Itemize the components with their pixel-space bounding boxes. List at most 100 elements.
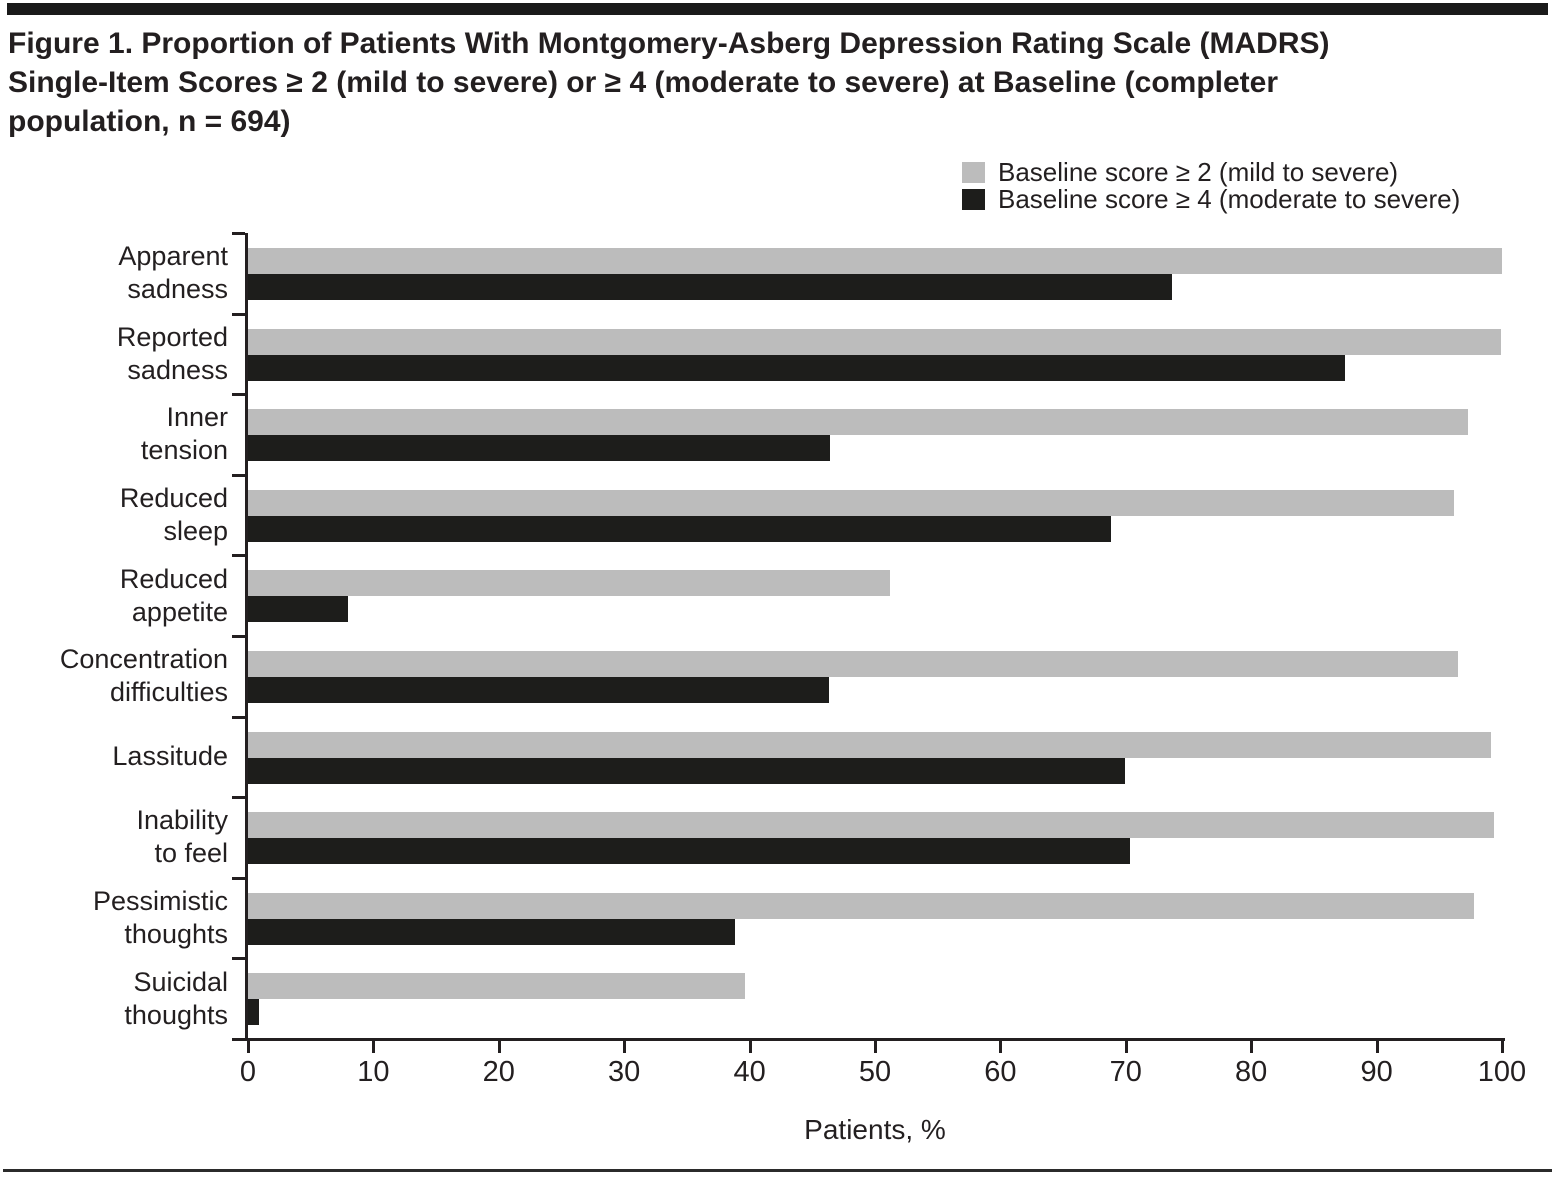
y-axis-tick [232, 232, 245, 235]
legend-item-score2: Baseline score ≥ 2 (mild to severe) [962, 157, 1460, 187]
x-axis-title: Patients, % [804, 1114, 946, 1145]
legend: Baseline score ≥ 2 (mild to severe) Base… [962, 157, 1461, 214]
y-axis-tick [232, 312, 245, 316]
y-axis-tick [232, 554, 245, 558]
category-label: Inner tension [0, 394, 228, 475]
y-axis-tick [232, 876, 245, 880]
y-axis-tick [232, 473, 245, 477]
category-label-line: appetite [131, 596, 228, 627]
bar-score2 [248, 409, 1469, 436]
category-label-line: to feel [154, 838, 228, 869]
category-label: Reported sadness [0, 314, 228, 395]
y-axis-tick [232, 957, 245, 961]
x-axis-tick-label: 100 [1477, 1056, 1527, 1088]
bar-score2 [248, 651, 1459, 677]
bar-score2 [248, 570, 891, 597]
bar-score4 [248, 918, 735, 945]
bar-score2 [248, 328, 1501, 355]
x-axis-tick [1250, 1041, 1254, 1053]
bar-score4 [248, 435, 830, 462]
category-label-line: difficulties [109, 677, 228, 708]
category-labels-column: Apparent sadness Reported sadness Inner tensi… [0, 233, 228, 1039]
category-label-line: sleep [163, 516, 228, 547]
bar-score4 [248, 274, 1173, 300]
category-label-line: sadness [127, 354, 228, 385]
bar-score2 [248, 892, 1475, 919]
category-label-line: Reported [116, 321, 228, 352]
bar-score4 [248, 354, 1346, 381]
category-label-line: Lassitude [112, 741, 228, 772]
figure-title-line-2: Single-Item Scores ≥ 2 (mild to severe) … [8, 66, 1279, 99]
x-axis-tick-label: 30 [608, 1056, 641, 1088]
bar-score4 [248, 838, 1130, 865]
category-label-line: thoughts [124, 919, 228, 950]
category-label-line: sadness [127, 274, 228, 305]
top-divider-rule [7, 3, 1548, 15]
x-axis-tick-label: 90 [1360, 1056, 1393, 1088]
category-label: Inability to feel [0, 797, 228, 878]
legend-label-score2: Baseline score ≥ 2 (mild to severe) [998, 157, 1399, 187]
y-axis-tick [232, 715, 245, 719]
y-axis-tick [232, 1038, 245, 1041]
category-label-line: Reduced [119, 563, 228, 594]
x-axis-tick [247, 1041, 250, 1053]
x-axis-tick [623, 1041, 627, 1053]
figure-title-line-3: population, n = 694) [8, 105, 291, 138]
bar-score2 [248, 973, 745, 1000]
x-axis-tick-label: 0 [239, 1056, 257, 1088]
y-axis-tick [232, 393, 245, 397]
x-axis-tick-label: 20 [482, 1056, 515, 1088]
bar-score4 [248, 677, 829, 703]
category-label-line: Inner [166, 402, 228, 433]
category-label-line: Suicidal [133, 966, 228, 997]
category-label: Reduced sleep [0, 475, 228, 556]
x-axis-tick-label: 50 [858, 1056, 892, 1088]
category-label: Concentration difficulties [0, 636, 228, 717]
x-axis-line [245, 1038, 1505, 1041]
category-label-line: Inability [136, 805, 228, 836]
figure-title: Figure 1. Proportion of Patients With Mo… [8, 24, 1468, 141]
bar-score2 [248, 731, 1491, 758]
y-axis-tick [232, 796, 245, 800]
category-label: Pessimistic thoughts [0, 878, 228, 959]
category-label-line: thoughts [124, 999, 228, 1030]
x-axis-tick-label: 70 [1109, 1056, 1142, 1088]
bottom-divider-rule [3, 1169, 1552, 1172]
y-axis-tick [232, 635, 245, 638]
category-label-line: Concentration [59, 644, 228, 675]
x-axis-tick [999, 1041, 1003, 1053]
bar-score2 [248, 812, 1495, 839]
category-label: Reduced appetite [0, 555, 228, 636]
bar-score4 [248, 757, 1125, 784]
x-axis-tick-label: 10 [357, 1056, 390, 1088]
category-label-line: Pessimistic [92, 886, 228, 917]
bar-score2 [248, 248, 1502, 274]
bar-score4 [248, 596, 349, 623]
figure-title-line-1: Figure 1. Proportion of Patients With Mo… [8, 27, 1330, 60]
legend-label-score4: Baseline score ≥ 4 (moderate to severe) [998, 184, 1461, 214]
category-label: Apparent sadness [0, 233, 228, 314]
x-axis-tick-label: 60 [984, 1056, 1017, 1088]
legend-swatch-black-icon [962, 189, 985, 210]
legend-swatch-gray-icon [962, 162, 985, 183]
x-axis-tick [372, 1041, 376, 1053]
category-label: Suicidal thoughts [0, 958, 228, 1039]
y-axis-line [245, 233, 248, 1041]
category-label-line: tension [140, 435, 228, 466]
plot-area: 0 10 20 30 40 50 60 70 80 90 100 [232, 232, 1526, 1088]
x-axis-tick [874, 1041, 877, 1053]
category-label-line: Reduced [119, 483, 228, 514]
x-axis-tick [748, 1041, 752, 1053]
category-label: Lassitude [0, 717, 228, 798]
x-axis-tick [497, 1041, 501, 1053]
bar-score4 [248, 999, 260, 1026]
x-axis-tick [1124, 1041, 1128, 1053]
legend-item-score4: Baseline score ≥ 4 (moderate to severe) [962, 184, 1461, 214]
x-axis-tick [1375, 1041, 1379, 1053]
bar-score2 [248, 489, 1455, 516]
x-axis-tick-label: 80 [1235, 1056, 1268, 1088]
x-axis-tick [1501, 1041, 1504, 1053]
x-axis-tick-label: 40 [733, 1056, 766, 1088]
category-label-line: Apparent [118, 241, 228, 272]
bar-score4 [248, 515, 1111, 542]
